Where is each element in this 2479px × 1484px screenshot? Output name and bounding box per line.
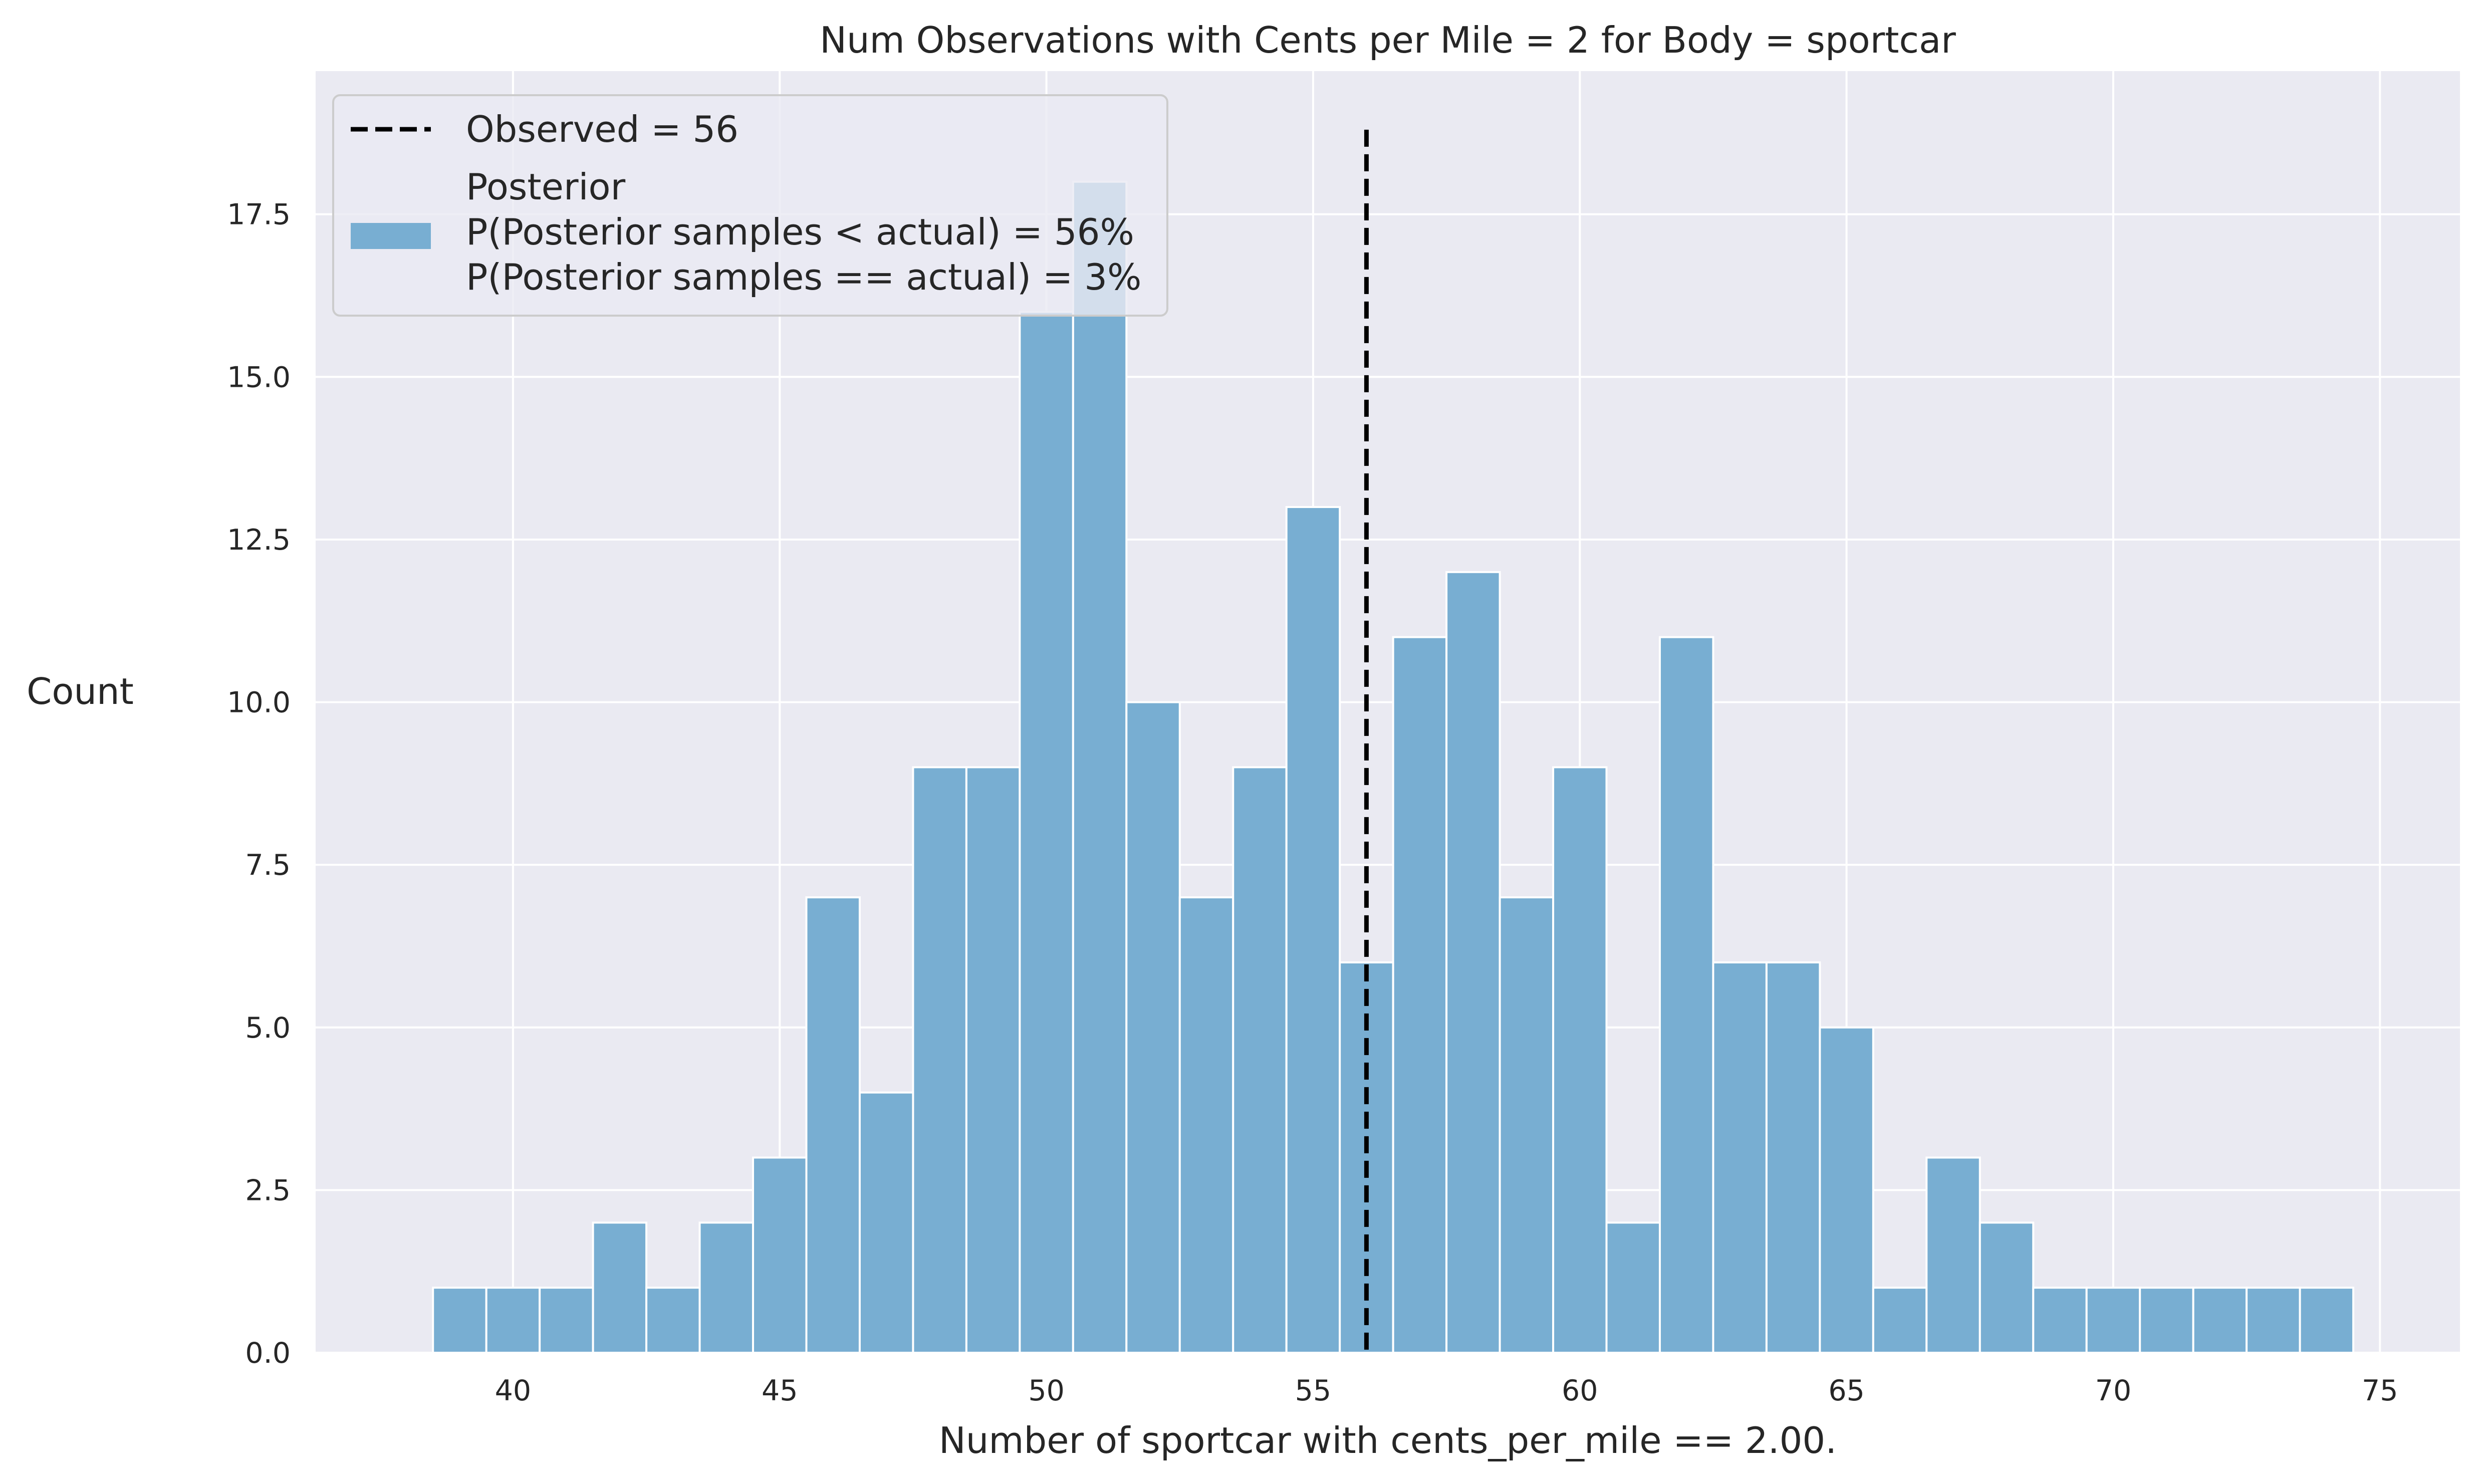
histogram-bar bbox=[539, 1287, 594, 1354]
histogram-bar bbox=[1552, 766, 1608, 1354]
chart-title: Num Observations with Cents per Mile = 2… bbox=[820, 19, 1956, 61]
histogram-bar bbox=[1392, 636, 1448, 1354]
histogram-bar bbox=[645, 1287, 701, 1354]
histogram-bar bbox=[1872, 1287, 1928, 1354]
histogram-bar bbox=[752, 1156, 808, 1354]
histogram-bar bbox=[1499, 896, 1555, 1354]
y-tick-label: 5.0 bbox=[245, 1012, 291, 1045]
histogram-bar bbox=[1925, 1156, 1981, 1354]
legend-prob-equal-label: P(Posterior samples == actual) = 3% bbox=[466, 256, 1141, 298]
histogram-bar bbox=[1765, 961, 1821, 1354]
histogram-bar bbox=[858, 1091, 914, 1354]
x-tick-label: 55 bbox=[1295, 1374, 1332, 1407]
histogram-bar bbox=[2246, 1287, 2301, 1354]
histogram-bar bbox=[1178, 896, 1234, 1354]
histogram-bar bbox=[1019, 311, 1074, 1354]
x-tick-label: 45 bbox=[762, 1374, 798, 1407]
histogram-bar bbox=[912, 766, 967, 1354]
x-tick-label: 40 bbox=[495, 1374, 532, 1407]
legend-observed-label: Observed = 56 bbox=[466, 108, 738, 150]
histogram-bar bbox=[1285, 506, 1341, 1354]
x-tick-label: 70 bbox=[2095, 1374, 2132, 1407]
y-tick-label: 2.5 bbox=[245, 1174, 291, 1207]
x-tick-label: 60 bbox=[1562, 1374, 1598, 1407]
y-tick-labels: 0.0 2.5 5.0 7.5 10.0 12.5 15.0 17.5 bbox=[227, 198, 291, 1370]
histogram-bar bbox=[2139, 1287, 2194, 1354]
x-tick-label: 65 bbox=[1828, 1374, 1865, 1407]
histogram-bar bbox=[698, 1221, 755, 1354]
histogram-bar bbox=[1125, 701, 1181, 1354]
histogram-bar bbox=[965, 766, 1021, 1354]
histogram-bar bbox=[2192, 1287, 2248, 1354]
histogram-bar bbox=[1445, 571, 1501, 1354]
histogram-bar bbox=[2085, 1287, 2141, 1354]
histogram-bar bbox=[1978, 1221, 2035, 1354]
legend-box bbox=[332, 94, 1168, 317]
histogram-bar bbox=[2299, 1287, 2355, 1354]
y-tick-label: 12.5 bbox=[227, 524, 291, 557]
legend-posterior-label: Posterior bbox=[466, 166, 626, 208]
x-tick-label: 50 bbox=[1028, 1374, 1065, 1407]
y-tick-label: 7.5 bbox=[245, 849, 291, 882]
legend: Observed = 56 Posterior P(Posterior samp… bbox=[332, 94, 1168, 317]
histogram-bar bbox=[1072, 180, 1128, 1354]
y-axis-label: Count bbox=[27, 670, 134, 712]
y-tick-label: 0.0 bbox=[245, 1337, 291, 1370]
histogram-bar bbox=[1819, 1026, 1874, 1354]
histogram-bars bbox=[432, 180, 2355, 1354]
legend-posterior-swatch bbox=[351, 223, 431, 249]
x-axis-label: Number of sportcar with cents_per_mile =… bbox=[939, 1419, 1837, 1461]
histogram-bar bbox=[805, 896, 861, 1354]
legend-prob-less-label: P(Posterior samples < actual) = 56% bbox=[466, 211, 1134, 253]
histogram-bar bbox=[1232, 766, 1288, 1354]
y-tick-label: 17.5 bbox=[227, 198, 291, 231]
y-tick-label: 10.0 bbox=[227, 686, 291, 719]
histogram-bar bbox=[1712, 961, 1768, 1354]
histogram-bar bbox=[2032, 1287, 2088, 1354]
histogram-bar bbox=[1658, 636, 1714, 1354]
histogram-bar bbox=[432, 1287, 487, 1354]
histogram-bar bbox=[592, 1221, 648, 1354]
histogram-bar bbox=[1605, 1221, 1661, 1354]
x-tick-label: 75 bbox=[2362, 1374, 2398, 1407]
histogram-bar bbox=[485, 1287, 541, 1354]
x-tick-labels: 40 45 50 55 60 65 70 75 bbox=[495, 1374, 2398, 1407]
y-tick-label: 15.0 bbox=[227, 361, 291, 394]
